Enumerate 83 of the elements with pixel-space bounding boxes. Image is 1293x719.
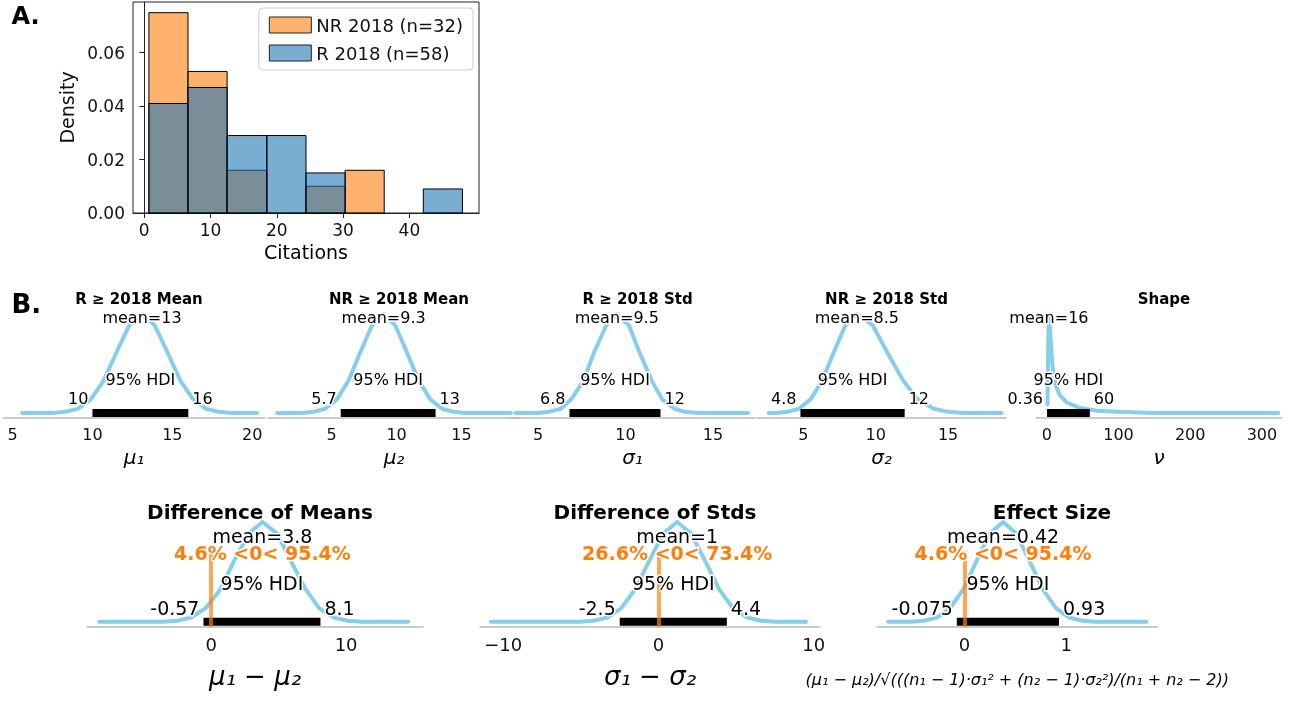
annotation: mean=16	[1009, 307, 1089, 327]
annotation: 95% HDI	[966, 572, 1050, 594]
x-tick-label: 10	[199, 219, 222, 240]
y-tick-label: 0.06	[87, 42, 125, 63]
annotation: mean=13	[102, 307, 182, 327]
annotation: 95% HDI	[817, 369, 888, 389]
x-tick-label: 15	[162, 424, 183, 444]
annotation: mean=9.3	[341, 307, 426, 327]
x-tick-label: 5	[798, 424, 809, 444]
x-tick-label: 0	[958, 633, 971, 655]
annotation: 4.4	[730, 596, 762, 619]
annotation: -0.57	[150, 596, 200, 619]
text: A.	[11, 2, 40, 31]
annotation: mean=9.5	[574, 307, 659, 327]
x-tick-label: 20	[242, 424, 263, 444]
x-tick-label: 10	[386, 424, 407, 444]
x-tick-label: 0	[1041, 424, 1052, 444]
x-tick-label: 40	[398, 219, 421, 240]
annotation: 95% HDI	[1033, 369, 1104, 389]
annotation: 13	[439, 389, 460, 409]
x-tick-label: 0	[205, 633, 217, 655]
x-tick-label: 30	[332, 219, 354, 240]
x-tick-label: 10	[802, 633, 826, 655]
x-tick-label: 5	[532, 424, 544, 444]
legend-label: R 2018 (n=58)	[316, 42, 450, 64]
x-tick-label: 200	[1174, 424, 1206, 444]
annotation: -0.075	[891, 596, 953, 619]
x-axis-title: μ₂	[382, 445, 405, 469]
annotation: 6.8	[540, 389, 566, 409]
y-tick-label: 0.04	[87, 96, 125, 117]
x-tick-label: 10	[82, 424, 103, 444]
x-axis-title: σ₁	[622, 445, 643, 469]
annotation: 95% HDI	[580, 369, 650, 389]
x-axis-title: μ₁	[122, 445, 145, 469]
x-tick-label: 15	[937, 424, 959, 444]
annotation: 60	[1093, 389, 1115, 409]
y-tick-label: 0.02	[87, 149, 125, 170]
x-tick-label: 0	[138, 219, 150, 240]
x-tick-label: 0	[652, 633, 665, 655]
x-tick-label: 300	[1246, 424, 1278, 444]
x-axis-title: (μ₁ − μ₂)/√(((n₁ − 1)·σ₁² + (n₂ − 1)·σ₂²)/(n₁ + n₂ − 2))	[805, 669, 1229, 689]
x-tick-label: 20	[266, 219, 288, 240]
annotation: 16	[192, 389, 213, 409]
annotation: 12	[664, 389, 685, 409]
x-tick-label: 10	[865, 424, 886, 444]
y-tick-label: 0.00	[87, 203, 125, 223]
annotation: 12	[908, 389, 930, 409]
annotation: 95% HDI	[353, 369, 424, 389]
chart-title: NR ≥ 2018 Mean	[329, 289, 469, 308]
annotation: 0.36	[1007, 389, 1044, 409]
annotation: mean=8.5	[814, 307, 900, 327]
chart-title: R ≥ 2018 Mean	[75, 289, 203, 308]
chart-title: Difference of Stds	[553, 500, 757, 524]
annotation: 10	[68, 389, 89, 409]
y-axis-title: Density	[55, 71, 78, 144]
legend-label: NR 2018 (n=32)	[316, 14, 464, 36]
chart-title: Difference of Means	[147, 500, 373, 524]
annotation: 0.93	[1062, 596, 1106, 619]
x-axis-title: ν	[1153, 445, 1165, 469]
annotation: 5.7	[311, 389, 337, 409]
chart-title: Effect Size	[992, 500, 1112, 524]
annotation: B.	[11, 288, 42, 319]
x-axis-title: μ₁ − μ₂	[207, 661, 302, 691]
x-axis-title: Citations	[264, 241, 348, 264]
annotation: 8.1	[324, 596, 355, 619]
annotation: 4.8	[770, 389, 797, 409]
x-tick-label: 15	[702, 424, 724, 444]
x-axis-title: σ₂	[871, 445, 892, 469]
x-tick-label: 5	[326, 424, 337, 444]
x-tick-label: 5	[7, 424, 18, 444]
x-axis-title: σ₁ − σ₂	[603, 661, 697, 691]
x-tick-label: 100	[1103, 424, 1134, 444]
x-tick-label: −10	[484, 633, 523, 655]
x-tick-label: 10	[615, 424, 636, 444]
x-tick-label: 10	[334, 633, 358, 655]
x-tick-label: 15	[451, 424, 472, 444]
annotation: -2.5	[578, 596, 616, 619]
chart-title: NR ≥ 2018 Std	[825, 289, 948, 308]
x-tick-label: 1	[1060, 633, 1072, 655]
chart-title: R ≥ 2018 Std	[582, 289, 693, 308]
annotation: 95% HDI	[220, 572, 304, 594]
annotation: 95% HDI	[105, 369, 176, 389]
chart-title: Shape	[1137, 289, 1191, 308]
